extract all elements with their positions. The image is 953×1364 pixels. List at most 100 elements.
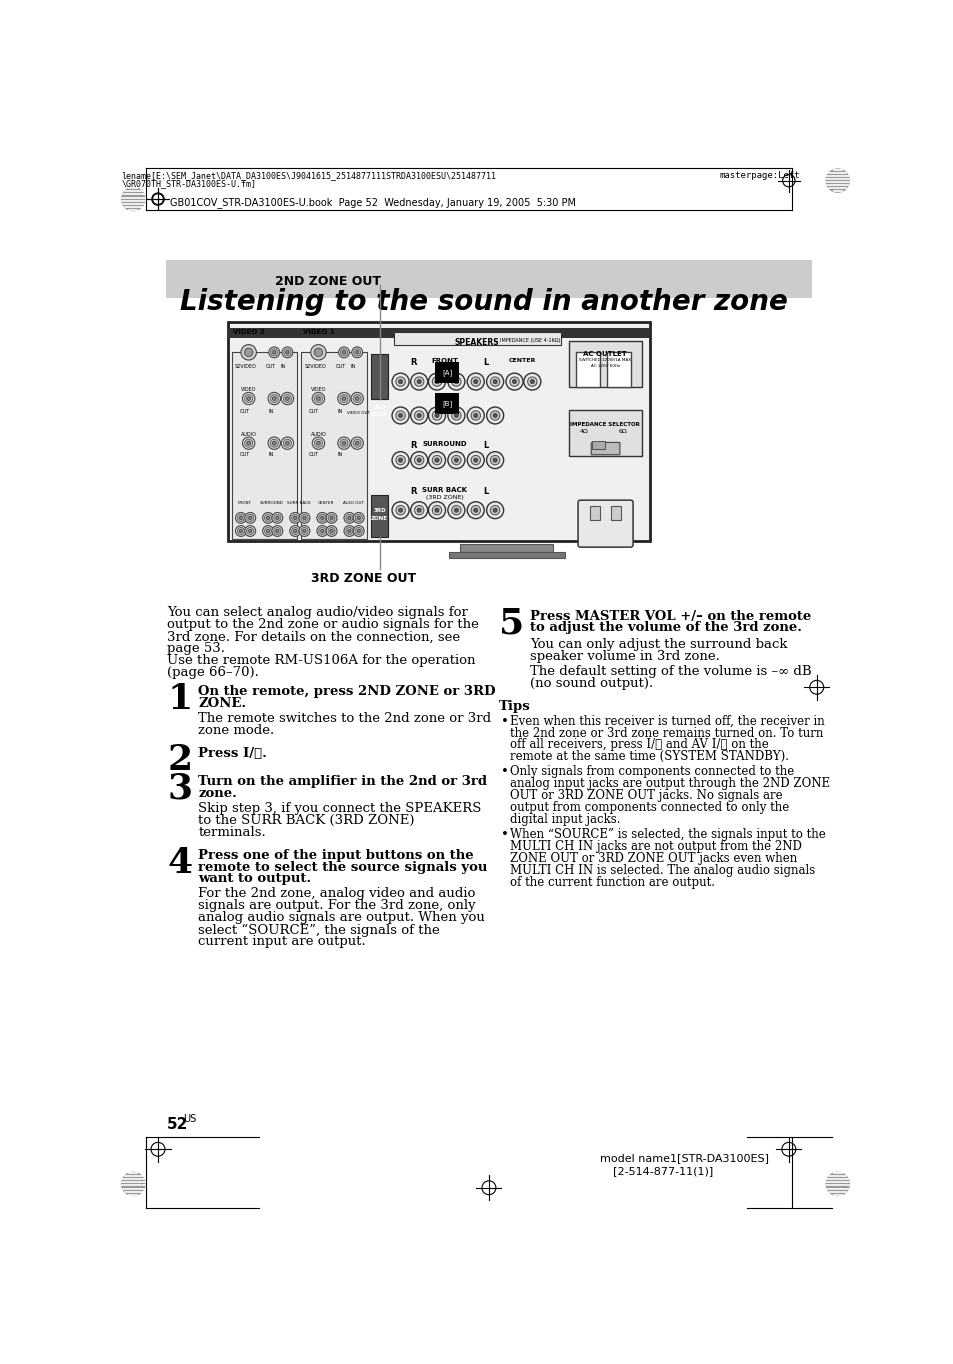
FancyBboxPatch shape — [166, 261, 811, 299]
Circle shape — [344, 525, 355, 536]
FancyBboxPatch shape — [607, 352, 630, 387]
Text: IMPEDANCE (USE 4-16Ω): IMPEDANCE (USE 4-16Ω) — [499, 338, 559, 344]
Circle shape — [435, 507, 438, 513]
Circle shape — [242, 436, 254, 449]
Circle shape — [294, 529, 296, 532]
Text: analog input jacks are output through the 2ND ZONE: analog input jacks are output through th… — [509, 777, 829, 790]
Text: [A]: [A] — [441, 370, 452, 376]
FancyBboxPatch shape — [568, 411, 641, 457]
Text: ZONE.: ZONE. — [198, 697, 246, 709]
Text: AUDIO: AUDIO — [240, 431, 256, 436]
Circle shape — [493, 413, 497, 417]
Circle shape — [274, 514, 280, 521]
Circle shape — [414, 506, 423, 514]
Text: FRONT: FRONT — [431, 359, 457, 364]
Circle shape — [351, 436, 363, 449]
Circle shape — [825, 169, 848, 192]
Circle shape — [356, 516, 360, 520]
FancyBboxPatch shape — [228, 322, 649, 542]
Circle shape — [398, 379, 402, 383]
Circle shape — [344, 513, 355, 524]
Circle shape — [316, 513, 328, 524]
Circle shape — [244, 394, 253, 402]
Text: signals are output. For the 3rd zone, only: signals are output. For the 3rd zone, on… — [198, 899, 476, 913]
Text: On the remote, press 2ND ZONE or 3RD: On the remote, press 2ND ZONE or 3RD — [198, 685, 496, 698]
Text: IN: IN — [268, 453, 273, 457]
Circle shape — [467, 451, 484, 469]
Text: L: L — [483, 487, 488, 496]
Circle shape — [486, 502, 503, 518]
Text: IN: IN — [337, 453, 343, 457]
Circle shape — [351, 393, 363, 405]
Circle shape — [264, 528, 272, 535]
Text: page 53.: page 53. — [167, 642, 225, 655]
Text: MULTI CH IN jacks are not output from the 2ND: MULTI CH IN jacks are not output from th… — [509, 840, 801, 852]
Text: Tips: Tips — [498, 700, 530, 712]
Circle shape — [395, 456, 405, 465]
Circle shape — [318, 514, 326, 521]
Circle shape — [467, 374, 484, 390]
Circle shape — [235, 513, 246, 524]
Circle shape — [509, 376, 518, 386]
Circle shape — [328, 528, 335, 535]
Circle shape — [239, 529, 242, 532]
Circle shape — [346, 528, 353, 535]
Text: masterpage:Left: masterpage:Left — [720, 172, 800, 180]
Circle shape — [451, 456, 460, 465]
Circle shape — [355, 351, 358, 353]
Circle shape — [493, 458, 497, 462]
Circle shape — [353, 439, 361, 447]
Circle shape — [237, 514, 244, 521]
Text: \GR070TH_STR-DA3100ES-U.fm]: \GR070TH_STR-DA3100ES-U.fm] — [121, 179, 256, 188]
Text: 3RD ZONE OUT: 3RD ZONE OUT — [311, 572, 416, 585]
Text: (no sound output).: (no sound output). — [530, 677, 653, 690]
Text: Press MASTER VOL +/– on the remote: Press MASTER VOL +/– on the remote — [530, 610, 810, 622]
Circle shape — [523, 374, 540, 390]
Circle shape — [447, 502, 464, 518]
Text: CENTER: CENTER — [317, 501, 335, 505]
Circle shape — [355, 528, 362, 535]
Circle shape — [275, 516, 278, 520]
Circle shape — [318, 528, 326, 535]
Circle shape — [348, 529, 351, 532]
Circle shape — [493, 379, 497, 383]
Circle shape — [505, 374, 522, 390]
Circle shape — [311, 345, 326, 360]
Text: 4Ω: 4Ω — [579, 430, 588, 434]
Text: VIDEO 1: VIDEO 1 — [303, 329, 335, 336]
Text: SWITCHED 120W/1A MAX: SWITCHED 120W/1A MAX — [578, 359, 631, 363]
Circle shape — [328, 514, 335, 521]
Circle shape — [454, 458, 458, 462]
Circle shape — [451, 506, 460, 514]
Circle shape — [272, 525, 282, 536]
Circle shape — [447, 451, 464, 469]
Circle shape — [355, 514, 362, 521]
Text: VIDEO 2: VIDEO 2 — [233, 329, 265, 336]
Text: remote to select the source signals you: remote to select the source signals you — [198, 861, 487, 873]
Circle shape — [428, 502, 445, 518]
Circle shape — [451, 411, 460, 420]
Text: 2ND: 2ND — [373, 405, 386, 409]
Circle shape — [266, 529, 270, 532]
Circle shape — [281, 436, 294, 449]
Circle shape — [298, 513, 310, 524]
FancyBboxPatch shape — [592, 441, 604, 449]
Circle shape — [340, 349, 347, 356]
Circle shape — [416, 507, 421, 513]
Circle shape — [249, 516, 252, 520]
Circle shape — [281, 393, 294, 405]
Text: US: US — [183, 1114, 196, 1124]
FancyBboxPatch shape — [611, 506, 620, 520]
Text: •: • — [500, 715, 508, 727]
Circle shape — [392, 374, 409, 390]
Circle shape — [273, 442, 275, 445]
Circle shape — [473, 507, 477, 513]
Circle shape — [398, 507, 402, 513]
Circle shape — [342, 397, 346, 401]
Circle shape — [490, 456, 499, 465]
Text: L: L — [483, 441, 488, 450]
Text: VIDEO: VIDEO — [311, 387, 326, 391]
Circle shape — [392, 502, 409, 518]
Circle shape — [338, 346, 349, 357]
Text: GB01COV_STR-DA3100ES-U.book  Page 52  Wednesday, January 19, 2005  5:30 PM: GB01COV_STR-DA3100ES-U.book Page 52 Wedn… — [170, 198, 575, 209]
